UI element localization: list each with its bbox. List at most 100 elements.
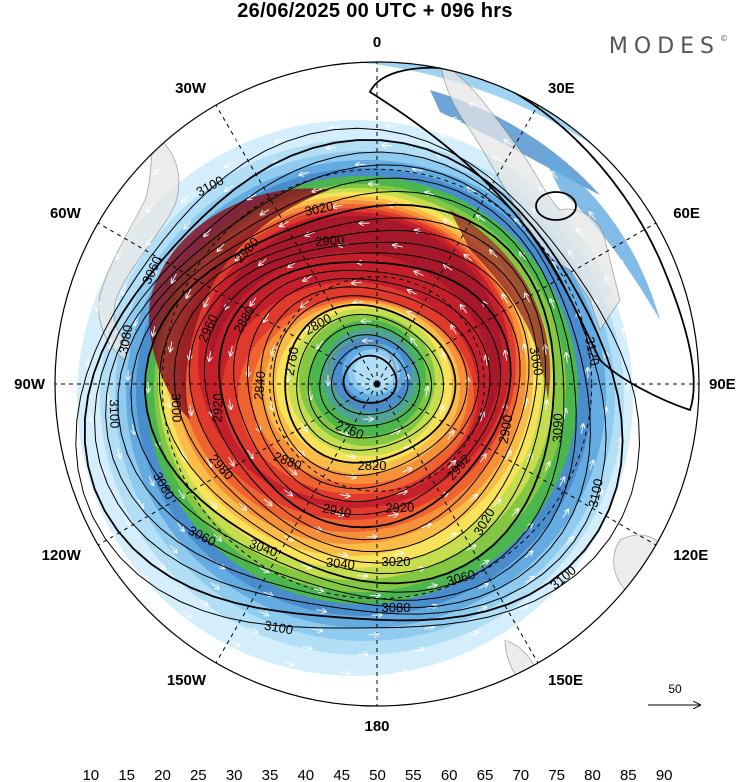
wind-arrow <box>545 345 547 355</box>
wind-arrow <box>447 461 455 469</box>
longitude-labels: 0 30E 60E 90E 120E 150E 180 150W 120W 90W 60W 30W <box>14 34 736 735</box>
wind-arrow <box>382 145 393 146</box>
wind-arrow <box>479 561 489 567</box>
wind-arrow <box>569 251 575 260</box>
wind-arrow <box>493 499 501 507</box>
wind-arrow <box>153 325 155 336</box>
wind-arrow <box>396 672 407 673</box>
wind-arrow <box>636 249 642 258</box>
wind-arrow <box>118 209 124 218</box>
wind-arrow <box>393 553 404 555</box>
meridian-line <box>97 222 378 385</box>
longitude-label: 30W <box>175 80 207 97</box>
contour-line <box>272 295 468 477</box>
wind-arrow <box>182 194 190 202</box>
wind-arrow <box>525 577 534 584</box>
wind-arrow <box>447 534 457 539</box>
wind-arrow <box>545 400 547 411</box>
wind-arrow <box>461 305 467 314</box>
contour-line <box>296 313 445 451</box>
wind-arrow <box>247 449 253 458</box>
wind-arrow <box>238 502 246 510</box>
wind-arrow <box>330 127 340 128</box>
wind-arrow <box>147 203 154 212</box>
wind-arrow <box>643 422 645 432</box>
wind-arrow <box>657 301 660 311</box>
colorbar-tick-label: 65 <box>477 767 494 782</box>
wind-arrow <box>309 389 312 400</box>
wind-arrow <box>590 212 596 221</box>
contour-label: 3020 <box>303 198 334 219</box>
wind-arrow <box>502 294 508 304</box>
contour-label: 3090 <box>550 413 566 442</box>
colorbar-tick-label: 10 <box>82 767 99 782</box>
wind-arrow <box>353 302 364 303</box>
wind-arrow <box>124 516 130 526</box>
wind-arrow <box>312 629 323 631</box>
contour-line <box>130 190 565 593</box>
wind-arrow <box>97 301 100 312</box>
wind-arrow <box>505 451 511 461</box>
wind-arrow <box>209 351 211 361</box>
wind-arrow <box>247 106 257 111</box>
wind-arrow <box>184 220 192 229</box>
contour-line <box>203 252 521 541</box>
wind-arrow <box>154 167 162 174</box>
wind-arrow <box>577 229 584 237</box>
contour-label: 2920 <box>210 393 226 422</box>
wind-arrow <box>468 632 478 637</box>
contour-label: 2940 <box>321 500 352 521</box>
contour-line <box>105 164 591 609</box>
wind-arrow <box>566 353 567 363</box>
wind-arrow <box>248 366 249 376</box>
wind-arrow <box>248 627 257 632</box>
contour-line <box>158 217 547 575</box>
wind-arrow <box>301 565 311 568</box>
wind-arrow <box>248 193 257 199</box>
wind-arrow <box>478 584 488 589</box>
wind-arrow <box>197 132 206 139</box>
wind-arrow <box>415 90 425 92</box>
wind-arrow <box>228 456 234 466</box>
longitude-label: 60E <box>673 205 700 222</box>
wind-arrow <box>339 494 350 496</box>
wind-arrow <box>486 356 488 366</box>
wind-arrow <box>550 299 555 309</box>
wind-arrow <box>520 252 527 261</box>
wind-arrow <box>551 172 559 179</box>
colorbar-tick-label: 60 <box>441 767 458 782</box>
wind-arrow <box>337 554 347 555</box>
wind-arrow <box>210 582 219 589</box>
wind-arrow <box>141 572 149 580</box>
wind-arrow <box>317 340 324 349</box>
contour-line <box>93 151 607 615</box>
wind-arrow <box>186 164 194 171</box>
wind-arrow <box>443 352 446 362</box>
colorbar-tick-label: 15 <box>118 767 135 782</box>
longitude-label: 30E <box>548 80 575 97</box>
wind-arrow <box>333 513 343 515</box>
wind-arrow <box>493 157 502 162</box>
wind-arrow <box>504 140 513 146</box>
longitude-label: 90W <box>14 376 46 393</box>
wind-arrow <box>594 565 601 573</box>
wind-arrow <box>590 461 594 471</box>
longitude-label: 0 <box>373 34 381 51</box>
wind-arrow <box>408 290 417 295</box>
wind-arrow <box>189 349 191 360</box>
wind-arrow <box>525 293 530 303</box>
wind-arrow <box>639 311 641 322</box>
south-pole-marker <box>374 381 380 387</box>
wind-arrow <box>275 139 285 142</box>
meridian-line <box>97 383 378 546</box>
wind-arrow <box>182 610 191 617</box>
wind-arrow <box>217 243 225 251</box>
colorbar-tick-label: 55 <box>405 767 422 782</box>
contour-label: 3080 <box>382 600 411 615</box>
contour-line <box>319 334 421 427</box>
wind-arrow <box>627 518 633 528</box>
contour-line <box>535 191 577 221</box>
wind-arrow <box>209 499 216 508</box>
wind-arrow <box>312 589 323 591</box>
